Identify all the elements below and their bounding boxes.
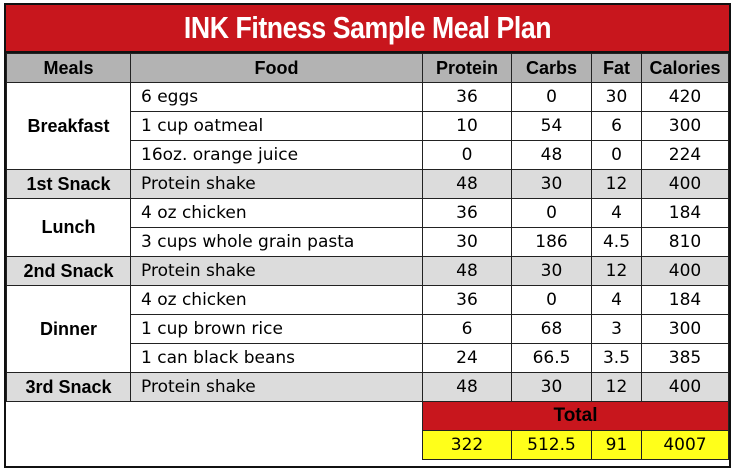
protein-cell: 36 xyxy=(422,82,512,112)
protein-cell: 48 xyxy=(422,372,512,402)
food-cell: 16oz. orange juice xyxy=(130,140,423,170)
carbs-cell: 30 xyxy=(511,372,592,402)
carbs-cell: 0 xyxy=(511,82,592,112)
total-label: Total xyxy=(422,401,729,431)
blank-cell xyxy=(6,401,423,460)
header-protein: Protein xyxy=(422,53,512,83)
table-row: Breakfast 6 eggs 36 0 30 420 xyxy=(6,82,729,170)
fat-cell: 4 xyxy=(591,285,642,315)
food-cell: Protein shake xyxy=(130,256,423,286)
header-fat: Fat xyxy=(591,53,642,83)
carbs-cell: 68 xyxy=(511,314,592,344)
carbs-cell: 0 xyxy=(511,198,592,228)
protein-cell: 48 xyxy=(422,256,512,286)
page-title: INK Fitness Sample Meal Plan xyxy=(6,5,729,53)
protein-cell: 48 xyxy=(422,169,512,199)
table-row: 2nd Snack Protein shake 48 30 12 400 xyxy=(6,256,729,286)
protein-cell: 0 xyxy=(422,140,512,170)
fat-cell: 0 xyxy=(591,140,642,170)
food-cell: 1 cup brown rice xyxy=(130,314,423,344)
fat-cell: 12 xyxy=(591,372,642,402)
calories-cell: 184 xyxy=(641,285,729,315)
protein-cell: 36 xyxy=(422,285,512,315)
meal-cell-lunch: Lunch xyxy=(6,198,131,257)
meal-cell-breakfast: Breakfast xyxy=(6,82,131,170)
food-cell: 4 oz chicken xyxy=(130,198,423,228)
fat-cell: 12 xyxy=(591,256,642,286)
calories-cell: 400 xyxy=(641,372,729,402)
calories-cell: 400 xyxy=(641,256,729,286)
fat-cell: 30 xyxy=(591,82,642,112)
carbs-cell: 54 xyxy=(511,111,592,141)
table-row: 1 can black beans 24 66.5 3.5 385 xyxy=(7,343,729,373)
header-food: Food xyxy=(130,53,423,83)
food-cell: Protein shake xyxy=(130,372,423,402)
total-values-row: 322 512.5 91 4007 xyxy=(7,430,729,460)
meal-cell-2nd-snack: 2nd Snack xyxy=(6,256,131,286)
calories-cell: 300 xyxy=(641,111,729,141)
table-row: 1 cup oatmeal 10 54 6 300 xyxy=(7,111,729,141)
food-cell: Protein shake xyxy=(130,169,423,199)
total-protein: 322 xyxy=(422,430,512,460)
total-carbs: 512.5 xyxy=(511,430,592,460)
food-cell: 4 oz chicken xyxy=(130,285,423,315)
carbs-cell: 48 xyxy=(511,140,592,170)
protein-cell: 24 xyxy=(422,343,512,373)
fat-cell: 3 xyxy=(591,314,642,344)
calories-cell: 385 xyxy=(641,343,729,373)
protein-cell: 10 xyxy=(422,111,512,141)
header-row: Meals Food Protein Carbs Fat Calories xyxy=(6,53,729,83)
meal-cell-dinner: Dinner xyxy=(6,285,131,373)
protein-cell: 6 xyxy=(422,314,512,344)
calories-cell: 224 xyxy=(641,140,729,170)
carbs-cell: 186 xyxy=(511,227,592,257)
calories-cell: 810 xyxy=(641,227,729,257)
table-row: 3 cups whole grain pasta 30 186 4.5 810 xyxy=(7,227,729,257)
carbs-cell: 30 xyxy=(511,169,592,199)
protein-cell: 30 xyxy=(422,227,512,257)
carbs-cell: 30 xyxy=(511,256,592,286)
calories-cell: 420 xyxy=(641,82,729,112)
food-cell: 1 cup oatmeal xyxy=(130,111,423,141)
food-cell: 3 cups whole grain pasta xyxy=(130,227,423,257)
header-meals: Meals xyxy=(6,53,131,83)
table-row: Dinner 4 oz chicken 36 0 4 184 xyxy=(6,285,729,373)
carbs-cell: 0 xyxy=(511,285,592,315)
total-label-row: Total xyxy=(6,401,729,460)
meal-plan-sheet: INK Fitness Sample Meal Plan Meals Food … xyxy=(4,3,731,468)
header-carbs: Carbs xyxy=(511,53,592,83)
header-calories: Calories xyxy=(641,53,729,83)
fat-cell: 12 xyxy=(591,169,642,199)
food-cell: 1 can black beans xyxy=(130,343,423,373)
total-fat: 91 xyxy=(591,430,642,460)
title-text: INK Fitness Sample Meal Plan xyxy=(183,10,552,45)
table-row: 1 cup brown rice 6 68 3 300 xyxy=(7,314,729,344)
calories-cell: 184 xyxy=(641,198,729,228)
table-row: 16oz. orange juice 0 48 0 224 xyxy=(7,140,729,170)
table-row: 1st Snack Protein shake 48 30 12 400 xyxy=(6,169,729,199)
meal-cell-3rd-snack: 3rd Snack xyxy=(6,372,131,402)
calories-cell: 300 xyxy=(641,314,729,344)
protein-cell: 36 xyxy=(422,198,512,228)
table-row: Lunch 4 oz chicken 36 0 4 184 xyxy=(6,198,729,257)
fat-cell: 6 xyxy=(591,111,642,141)
table-row: 3rd Snack Protein shake 48 30 12 400 xyxy=(6,372,729,402)
food-cell: 6 eggs xyxy=(130,82,423,112)
fat-cell: 3.5 xyxy=(591,343,642,373)
fat-cell: 4.5 xyxy=(591,227,642,257)
calories-cell: 400 xyxy=(641,169,729,199)
meal-cell-1st-snack: 1st Snack xyxy=(6,169,131,199)
fat-cell: 4 xyxy=(591,198,642,228)
carbs-cell: 66.5 xyxy=(511,343,592,373)
total-calories: 4007 xyxy=(641,430,729,460)
meal-plan-table: Meals Food Protein Carbs Fat Calories Br… xyxy=(6,53,729,460)
